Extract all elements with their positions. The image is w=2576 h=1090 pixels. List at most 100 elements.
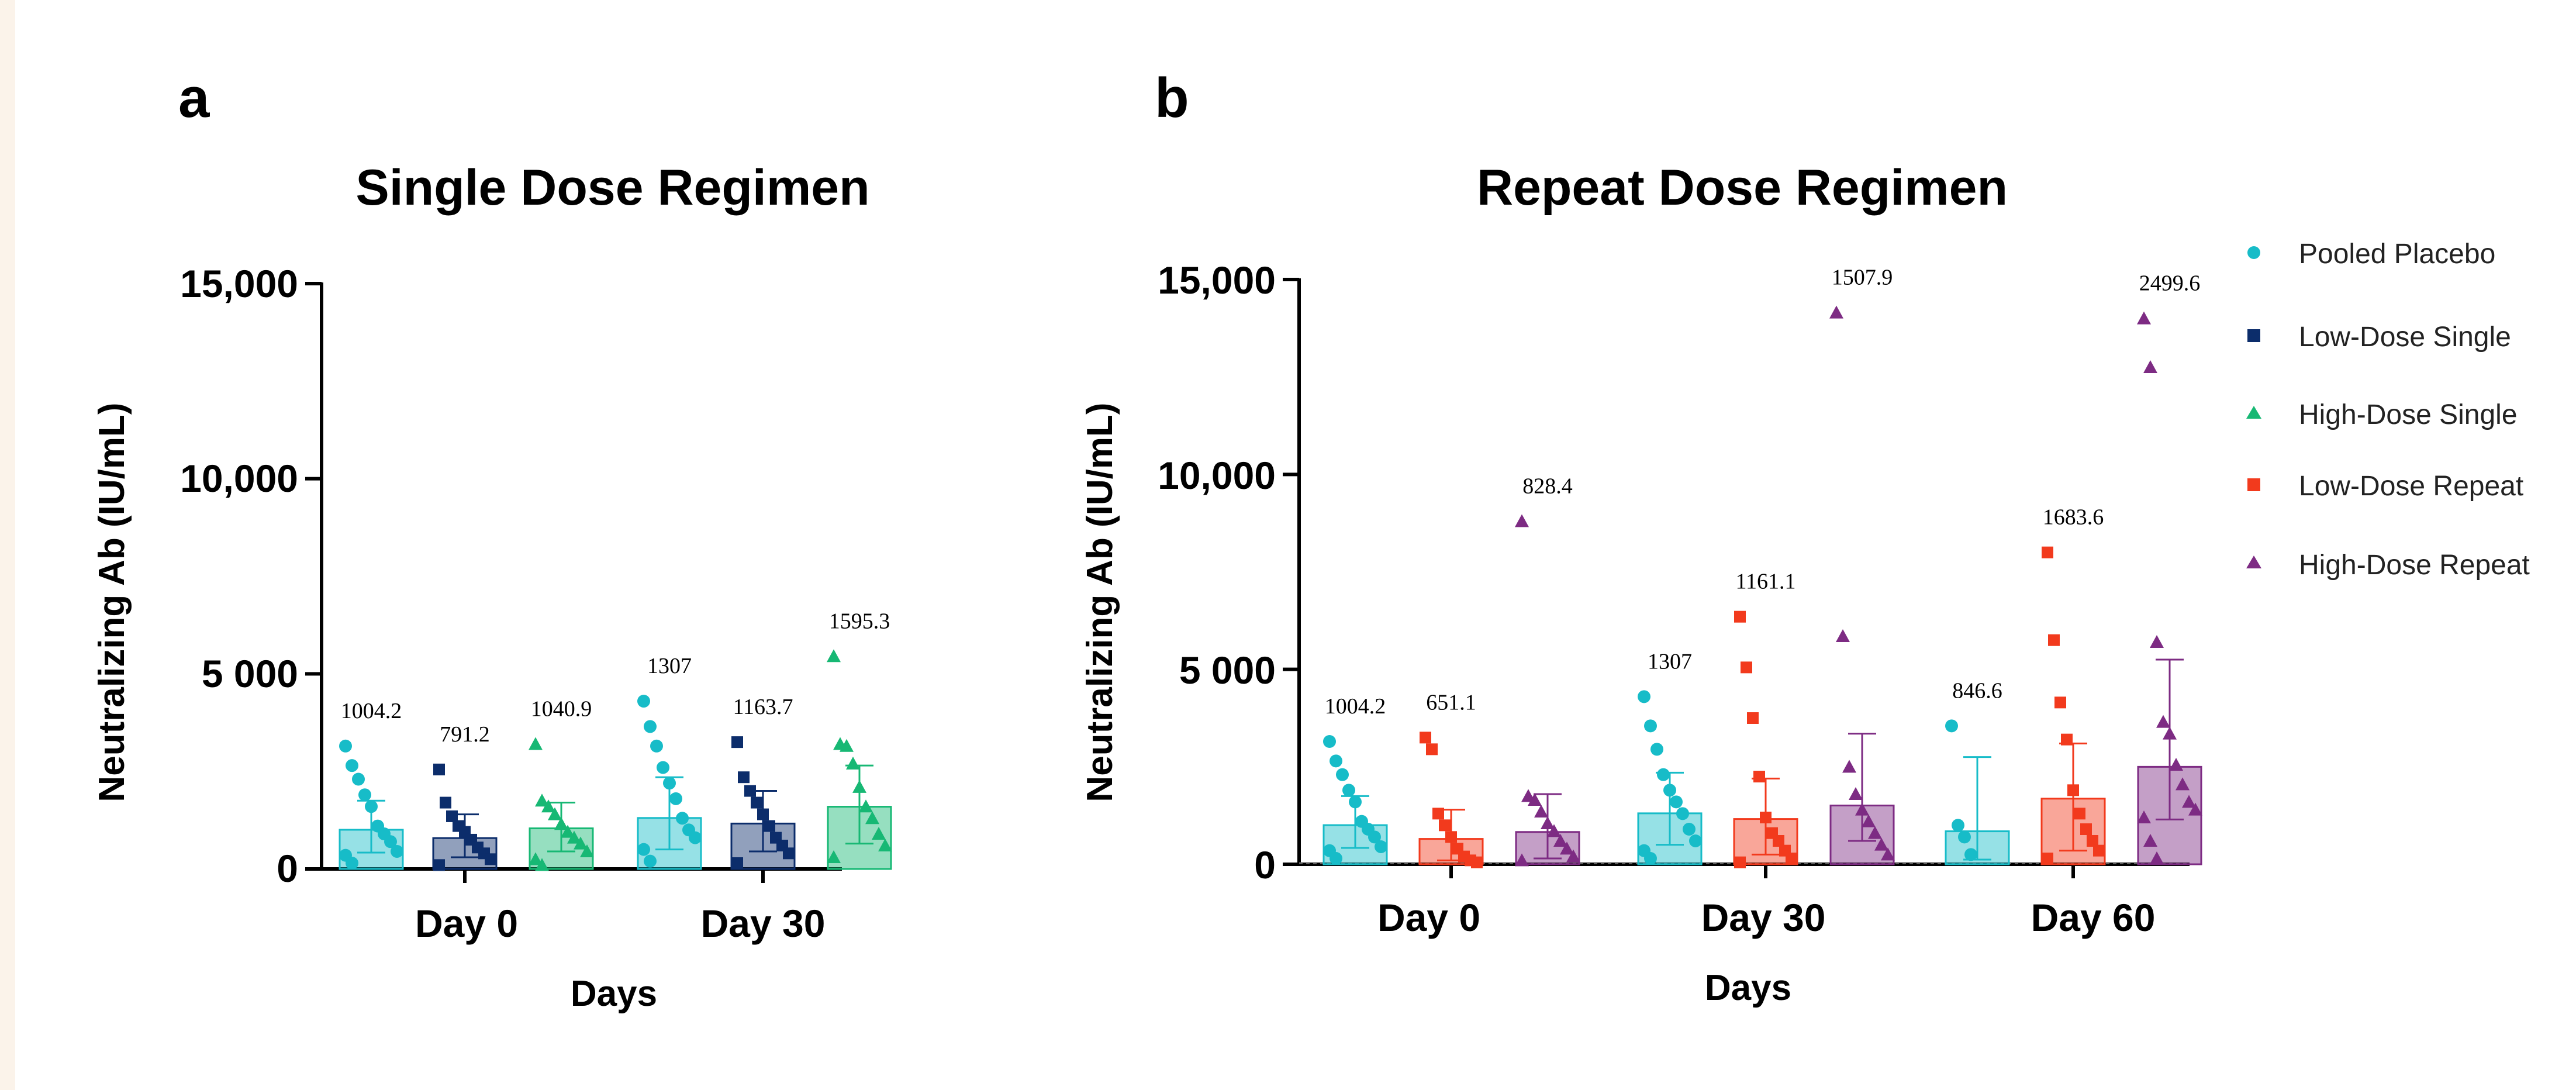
data-point (731, 736, 743, 748)
data-point (485, 853, 496, 865)
data-point (2182, 795, 2196, 808)
data-point (1868, 826, 1882, 839)
data-label: 1040.9 (531, 696, 592, 721)
data-point (2143, 360, 2157, 373)
data-point (1958, 830, 1971, 844)
data-point (1773, 835, 1784, 847)
x-tick-label: Day 0 (415, 902, 518, 945)
data-point (865, 811, 879, 825)
x-tick-labels-a: Day 0 Day 30 (415, 902, 825, 945)
data-label: 1307 (647, 654, 692, 678)
data-point (669, 792, 682, 805)
data-point (2143, 834, 2157, 847)
data-point (1874, 837, 1888, 851)
legend-label: Pooled Placebo (2299, 239, 2495, 270)
data-point (852, 779, 866, 793)
data-point (757, 808, 769, 820)
data-point (541, 799, 555, 813)
data-point (548, 807, 562, 820)
data-point (352, 772, 365, 786)
x-tick-label: Day 60 (2031, 896, 2156, 939)
y-axis-title-b: Neutralizing Ab (IU/mL) (1080, 402, 1120, 802)
data-point (2054, 696, 2066, 709)
data-point (2169, 758, 2183, 771)
x-axis-title-a: Days (571, 974, 657, 1014)
data-point (1964, 848, 1977, 861)
y-tick-label: 5 000 (1179, 649, 1276, 692)
data-point (1644, 852, 1657, 865)
data-point (1426, 743, 1438, 756)
data-point (1323, 735, 1336, 748)
data-point (1560, 841, 1574, 855)
data-point (637, 843, 650, 856)
data-point (433, 859, 445, 871)
data-label: 1595.3 (829, 609, 890, 633)
left-margin-strip (0, 0, 15, 1090)
data-point (1836, 629, 1850, 642)
data-point (827, 850, 841, 863)
data-point (1663, 784, 1676, 797)
data-point (1330, 852, 1342, 865)
data-point (1734, 610, 1746, 623)
data-point (2150, 635, 2164, 648)
legend-marker-triangle (2246, 406, 2261, 419)
data-point (2080, 823, 2092, 835)
data-point (1534, 805, 1548, 818)
data-point (663, 777, 676, 790)
legend-marker-circle (2247, 246, 2260, 259)
data-point (676, 812, 689, 825)
legend-item-high-dose-repeat: High-Dose Repeat (2246, 550, 2530, 581)
legend-item-pooled-placebo: Pooled Placebo (2247, 239, 2495, 270)
data-point (1670, 795, 1683, 809)
data-point (391, 844, 403, 858)
panel-letter-a: a (178, 67, 210, 129)
data-point (644, 720, 657, 733)
data-point (644, 854, 657, 868)
data-point (1829, 305, 1843, 319)
data-point (1753, 771, 1765, 782)
data-label: 1004.2 (1325, 694, 1386, 719)
data-label: 1163.7 (733, 695, 793, 719)
data-point (346, 759, 358, 772)
data-point (872, 826, 886, 840)
data-point (2163, 726, 2177, 740)
data-point (2137, 810, 2151, 823)
data-point (1638, 690, 1650, 703)
legend-marker-square (2247, 478, 2260, 491)
data-point (689, 831, 702, 844)
legend-item-low-dose-single: Low-Dose Single (2247, 322, 2511, 353)
chart-title-b: Repeat Dose Regimen (1477, 160, 2008, 216)
data-point (878, 838, 892, 851)
data-point (2176, 777, 2190, 791)
data-point (1349, 795, 1362, 809)
data-label: 1307 (1648, 649, 1692, 674)
data-point (1445, 831, 1457, 843)
data-point (2150, 851, 2164, 864)
data-point (1842, 760, 1856, 773)
data-point (1528, 793, 1542, 806)
data-point (440, 796, 451, 809)
data-point (859, 799, 873, 813)
x-tick-label: Day 30 (1701, 896, 1826, 939)
data-point (2156, 715, 2170, 728)
data-point (827, 649, 841, 663)
data-point (554, 817, 568, 830)
legend-label: High-Dose Single (2299, 399, 2518, 430)
chart-title-a: Single Dose Regimen (355, 160, 869, 216)
data-point (1342, 784, 1355, 797)
data-point (2042, 853, 2053, 864)
y-tick-label: 15,000 (1158, 258, 1276, 302)
plot-area-a: 1004.2 1307 791.2 1163.7 1040.9 1595.3 (305, 282, 892, 883)
legend-marker-square (2247, 329, 2260, 342)
legend-marker-triangle (2246, 556, 2261, 568)
x-tick-labels-b: Day 0 Day 30 Day 60 (1377, 896, 2155, 939)
data-point (1734, 856, 1746, 868)
data-point (529, 852, 543, 865)
data-point (650, 739, 663, 753)
data-point (1336, 768, 1349, 781)
data-label: 651.1 (1426, 690, 1476, 715)
data-point (744, 785, 756, 797)
data-point (846, 756, 860, 770)
legend-label: Low-Dose Repeat (2299, 471, 2523, 502)
